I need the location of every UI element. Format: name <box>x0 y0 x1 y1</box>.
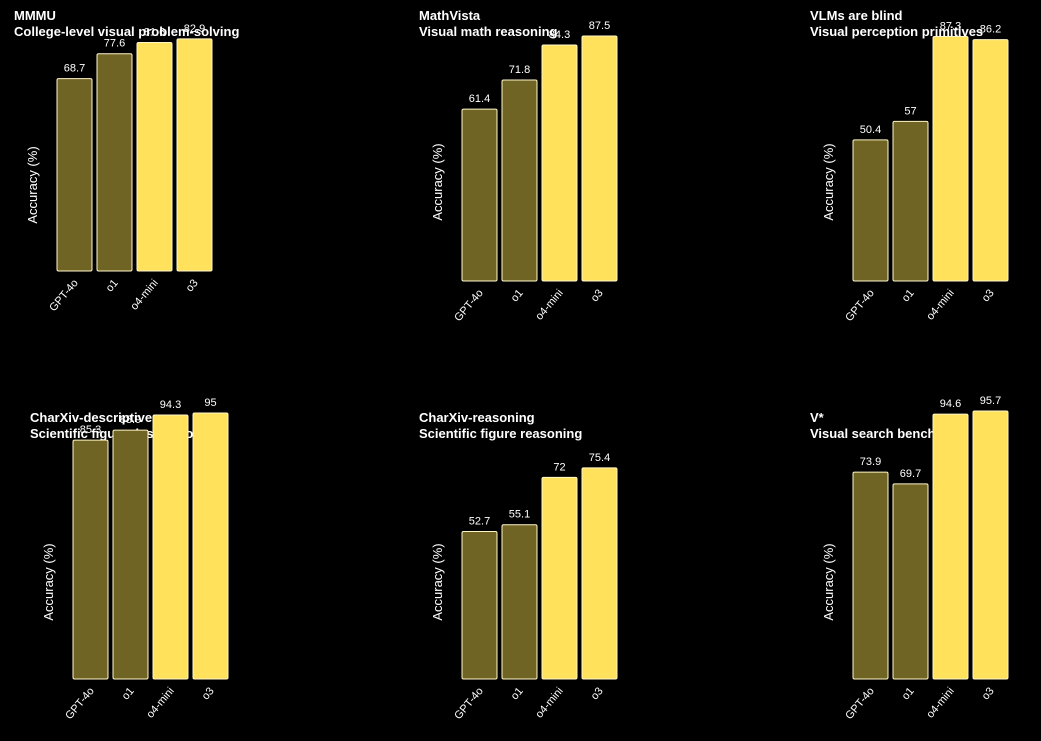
bar-gpt-4o <box>72 439 109 680</box>
x-tick-label: o3 <box>980 685 997 702</box>
chart-title: VLMs are blind <box>810 8 903 23</box>
bar-value-label: 73.9 <box>860 456 881 468</box>
chart-title: V* <box>810 410 825 425</box>
bar-o4-mini <box>136 42 173 272</box>
bar-value-label: 69.7 <box>900 468 921 480</box>
bar-value-label: 94.3 <box>160 399 181 411</box>
x-tick-label: GPT-4o <box>63 685 97 722</box>
x-tick-label: GPT-4o <box>843 287 877 324</box>
chart-panel-5: V*Visual search benchmark Accuracy (%) 73.… <box>810 395 1009 722</box>
x-tick-label: o3 <box>184 277 201 294</box>
x-tick-label: o1 <box>509 685 526 702</box>
bar-value-label: 61.4 <box>469 93 490 105</box>
bar-gpt-4o <box>461 530 498 680</box>
bar-value-label: 84.3 <box>549 29 570 41</box>
x-tick-label: o4-mini <box>128 277 160 312</box>
bar-o3 <box>192 412 229 680</box>
bar-o1 <box>501 524 538 680</box>
chart-subtitle: Visual perception primitives <box>810 24 983 39</box>
x-tick-label: o1 <box>900 287 917 304</box>
bar-value-label: 71.8 <box>509 64 530 76</box>
bar-value-label: 82.9 <box>184 23 205 35</box>
bar-value-label: 68.7 <box>64 63 85 75</box>
y-axis-label: Accuracy (%) <box>25 146 40 223</box>
bar-value-label: 95.7 <box>980 395 1001 407</box>
x-tick-label: o3 <box>200 685 217 702</box>
bar-value-label: 81.6 <box>144 27 165 39</box>
x-tick-label: o3 <box>980 287 997 304</box>
chart-subtitle: Visual search benchmark <box>810 426 967 441</box>
bar-o1 <box>112 429 149 680</box>
x-tick-label: o1 <box>509 287 526 304</box>
bar-o4-mini <box>152 414 189 680</box>
chart-title: MathVista <box>419 8 481 23</box>
x-tick-label: o4-mini <box>924 685 956 720</box>
bar-value-label: 57 <box>904 105 916 117</box>
x-tick-label: o1 <box>120 685 137 702</box>
y-axis-label: Accuracy (%) <box>430 543 445 620</box>
x-tick-label: o1 <box>900 685 917 702</box>
bar-o4-mini <box>932 36 969 282</box>
x-tick-label: o4-mini <box>533 287 565 322</box>
bar-value-label: 50.4 <box>860 124 881 136</box>
bar-gpt-4o <box>852 139 889 282</box>
bar-value-label: 87.5 <box>589 20 610 32</box>
bar-value-label: 88.9 <box>120 414 141 426</box>
x-tick-label: o1 <box>104 277 121 294</box>
x-tick-label: o4-mini <box>144 685 176 720</box>
chart-title: CharXiv-descriptive <box>30 410 152 425</box>
bar-o3 <box>581 467 618 680</box>
y-axis-label: Accuracy (%) <box>430 143 445 220</box>
bar-o3 <box>972 39 1009 282</box>
x-tick-label: o4-mini <box>533 685 565 720</box>
bar-value-label: 55.1 <box>509 509 530 521</box>
x-tick-label: GPT-4o <box>843 685 877 722</box>
y-axis-label: Accuracy (%) <box>821 143 836 220</box>
bar-value-label: 52.7 <box>469 515 490 527</box>
bar-o3 <box>972 410 1009 680</box>
chart-subtitle: Scientific figure reasoning <box>419 426 582 441</box>
chart-title: MMMU <box>14 8 56 23</box>
bar-value-label: 95 <box>204 397 216 409</box>
bar-o1 <box>892 120 929 282</box>
bar-value-label: 87.3 <box>940 21 961 33</box>
x-tick-label: o4-mini <box>924 287 956 322</box>
bar-o1 <box>501 79 538 282</box>
bar-gpt-4o <box>461 108 498 282</box>
bar-value-label: 86.2 <box>980 24 1001 36</box>
bar-gpt-4o <box>56 78 93 272</box>
bar-o3 <box>176 38 213 272</box>
bar-value-label: 94.6 <box>940 398 961 410</box>
bar-o4-mini <box>541 44 578 282</box>
bar-o4-mini <box>932 413 969 680</box>
bar-value-label: 72 <box>553 461 565 473</box>
x-tick-label: GPT-4o <box>452 685 486 722</box>
chart-subtitle: College-level visual problem-solving <box>14 24 239 39</box>
chart-title: CharXiv-reasoning <box>419 410 535 425</box>
y-axis-label: Accuracy (%) <box>41 543 56 620</box>
bar-o1 <box>892 483 929 680</box>
bar-o4-mini <box>541 476 578 680</box>
x-tick-label: o3 <box>589 685 606 702</box>
bar-gpt-4o <box>852 471 889 680</box>
bar-o3 <box>581 35 618 282</box>
y-axis-label: Accuracy (%) <box>821 543 836 620</box>
bar-value-label: 85.3 <box>80 424 101 436</box>
x-tick-label: GPT-4o <box>47 277 81 314</box>
bar-value-label: 75.4 <box>589 452 610 464</box>
x-tick-label: GPT-4o <box>452 287 486 324</box>
bar-o1 <box>96 53 133 272</box>
bar-value-label: 77.6 <box>104 38 125 50</box>
chart-subtitle: Visual math reasoning <box>419 24 558 39</box>
x-tick-label: o3 <box>589 287 606 304</box>
